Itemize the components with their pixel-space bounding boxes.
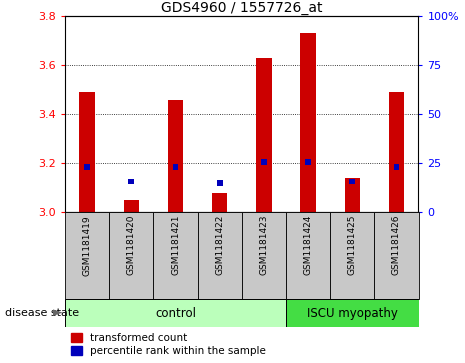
Text: ►: ►: [53, 307, 63, 319]
Bar: [349, 179, 355, 184]
Bar: [84, 164, 90, 170]
Text: GSM1181421: GSM1181421: [171, 215, 180, 276]
Text: control: control: [155, 307, 196, 319]
Bar: [256, 58, 272, 212]
Bar: [300, 33, 316, 212]
Text: GSM1181423: GSM1181423: [259, 215, 268, 276]
Text: GSM1181425: GSM1181425: [348, 215, 357, 276]
Bar: [128, 179, 134, 184]
Bar: [330, 212, 374, 299]
Bar: [65, 299, 286, 327]
Text: GSM1181420: GSM1181420: [127, 215, 136, 276]
Bar: [286, 299, 418, 327]
Bar: [261, 159, 267, 165]
Bar: [80, 92, 95, 212]
Bar: [65, 212, 109, 299]
Text: ISCU myopathy: ISCU myopathy: [307, 307, 398, 319]
Bar: [242, 212, 286, 299]
Bar: [173, 164, 179, 170]
Bar: [124, 200, 139, 212]
Text: GSM1181419: GSM1181419: [83, 215, 92, 276]
Bar: [305, 159, 311, 165]
Bar: [393, 164, 399, 170]
Bar: [374, 212, 419, 299]
Bar: [168, 100, 183, 212]
Text: GSM1181422: GSM1181422: [215, 215, 224, 276]
Bar: [217, 180, 223, 185]
Legend: transformed count, percentile rank within the sample: transformed count, percentile rank withi…: [67, 329, 270, 360]
Bar: [212, 193, 227, 212]
Title: GDS4960 / 1557726_at: GDS4960 / 1557726_at: [161, 1, 323, 15]
Bar: [286, 212, 330, 299]
Bar: [198, 212, 242, 299]
Bar: [109, 212, 153, 299]
Bar: [153, 212, 198, 299]
Text: disease state: disease state: [5, 308, 82, 318]
Bar: [345, 178, 360, 212]
Bar: [389, 92, 404, 212]
Text: GSM1181424: GSM1181424: [304, 215, 312, 276]
Text: GSM1181426: GSM1181426: [392, 215, 401, 276]
